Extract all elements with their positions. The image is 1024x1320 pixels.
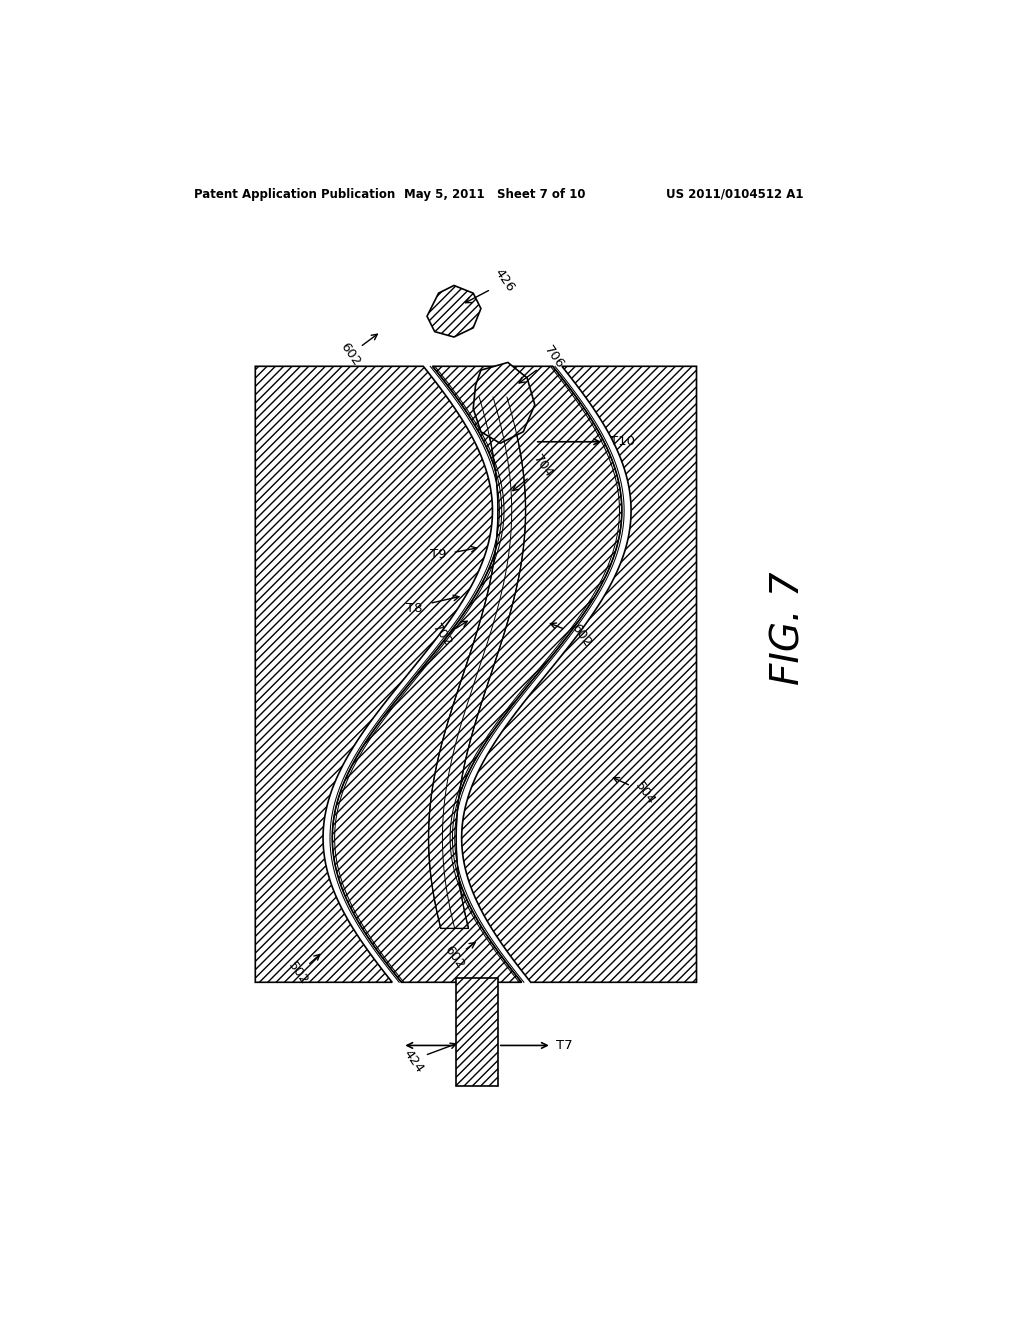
Polygon shape: [462, 367, 696, 982]
Text: T10: T10: [609, 436, 635, 449]
Polygon shape: [333, 367, 622, 982]
Text: 502: 502: [286, 958, 311, 987]
Text: Patent Application Publication: Patent Application Publication: [194, 187, 395, 201]
Text: US 2011/0104512 A1: US 2011/0104512 A1: [666, 187, 803, 201]
Polygon shape: [457, 978, 498, 1086]
Text: T7: T7: [556, 1039, 572, 1052]
Text: FIG. 7: FIG. 7: [770, 572, 808, 685]
Text: 504: 504: [633, 780, 657, 808]
Text: 706: 706: [542, 343, 566, 371]
Polygon shape: [255, 367, 493, 982]
Text: 426: 426: [492, 267, 516, 294]
Polygon shape: [429, 397, 525, 928]
Text: 602: 602: [338, 341, 362, 368]
Polygon shape: [473, 363, 535, 444]
Text: 602: 602: [441, 944, 467, 972]
Text: 424: 424: [401, 1047, 426, 1074]
Text: 704: 704: [530, 453, 555, 480]
Polygon shape: [427, 285, 481, 337]
Text: T8: T8: [406, 602, 422, 615]
Text: 702: 702: [430, 622, 455, 649]
Text: T9: T9: [430, 548, 446, 561]
Text: May 5, 2011   Sheet 7 of 10: May 5, 2011 Sheet 7 of 10: [403, 187, 586, 201]
Text: 602: 602: [568, 622, 594, 649]
